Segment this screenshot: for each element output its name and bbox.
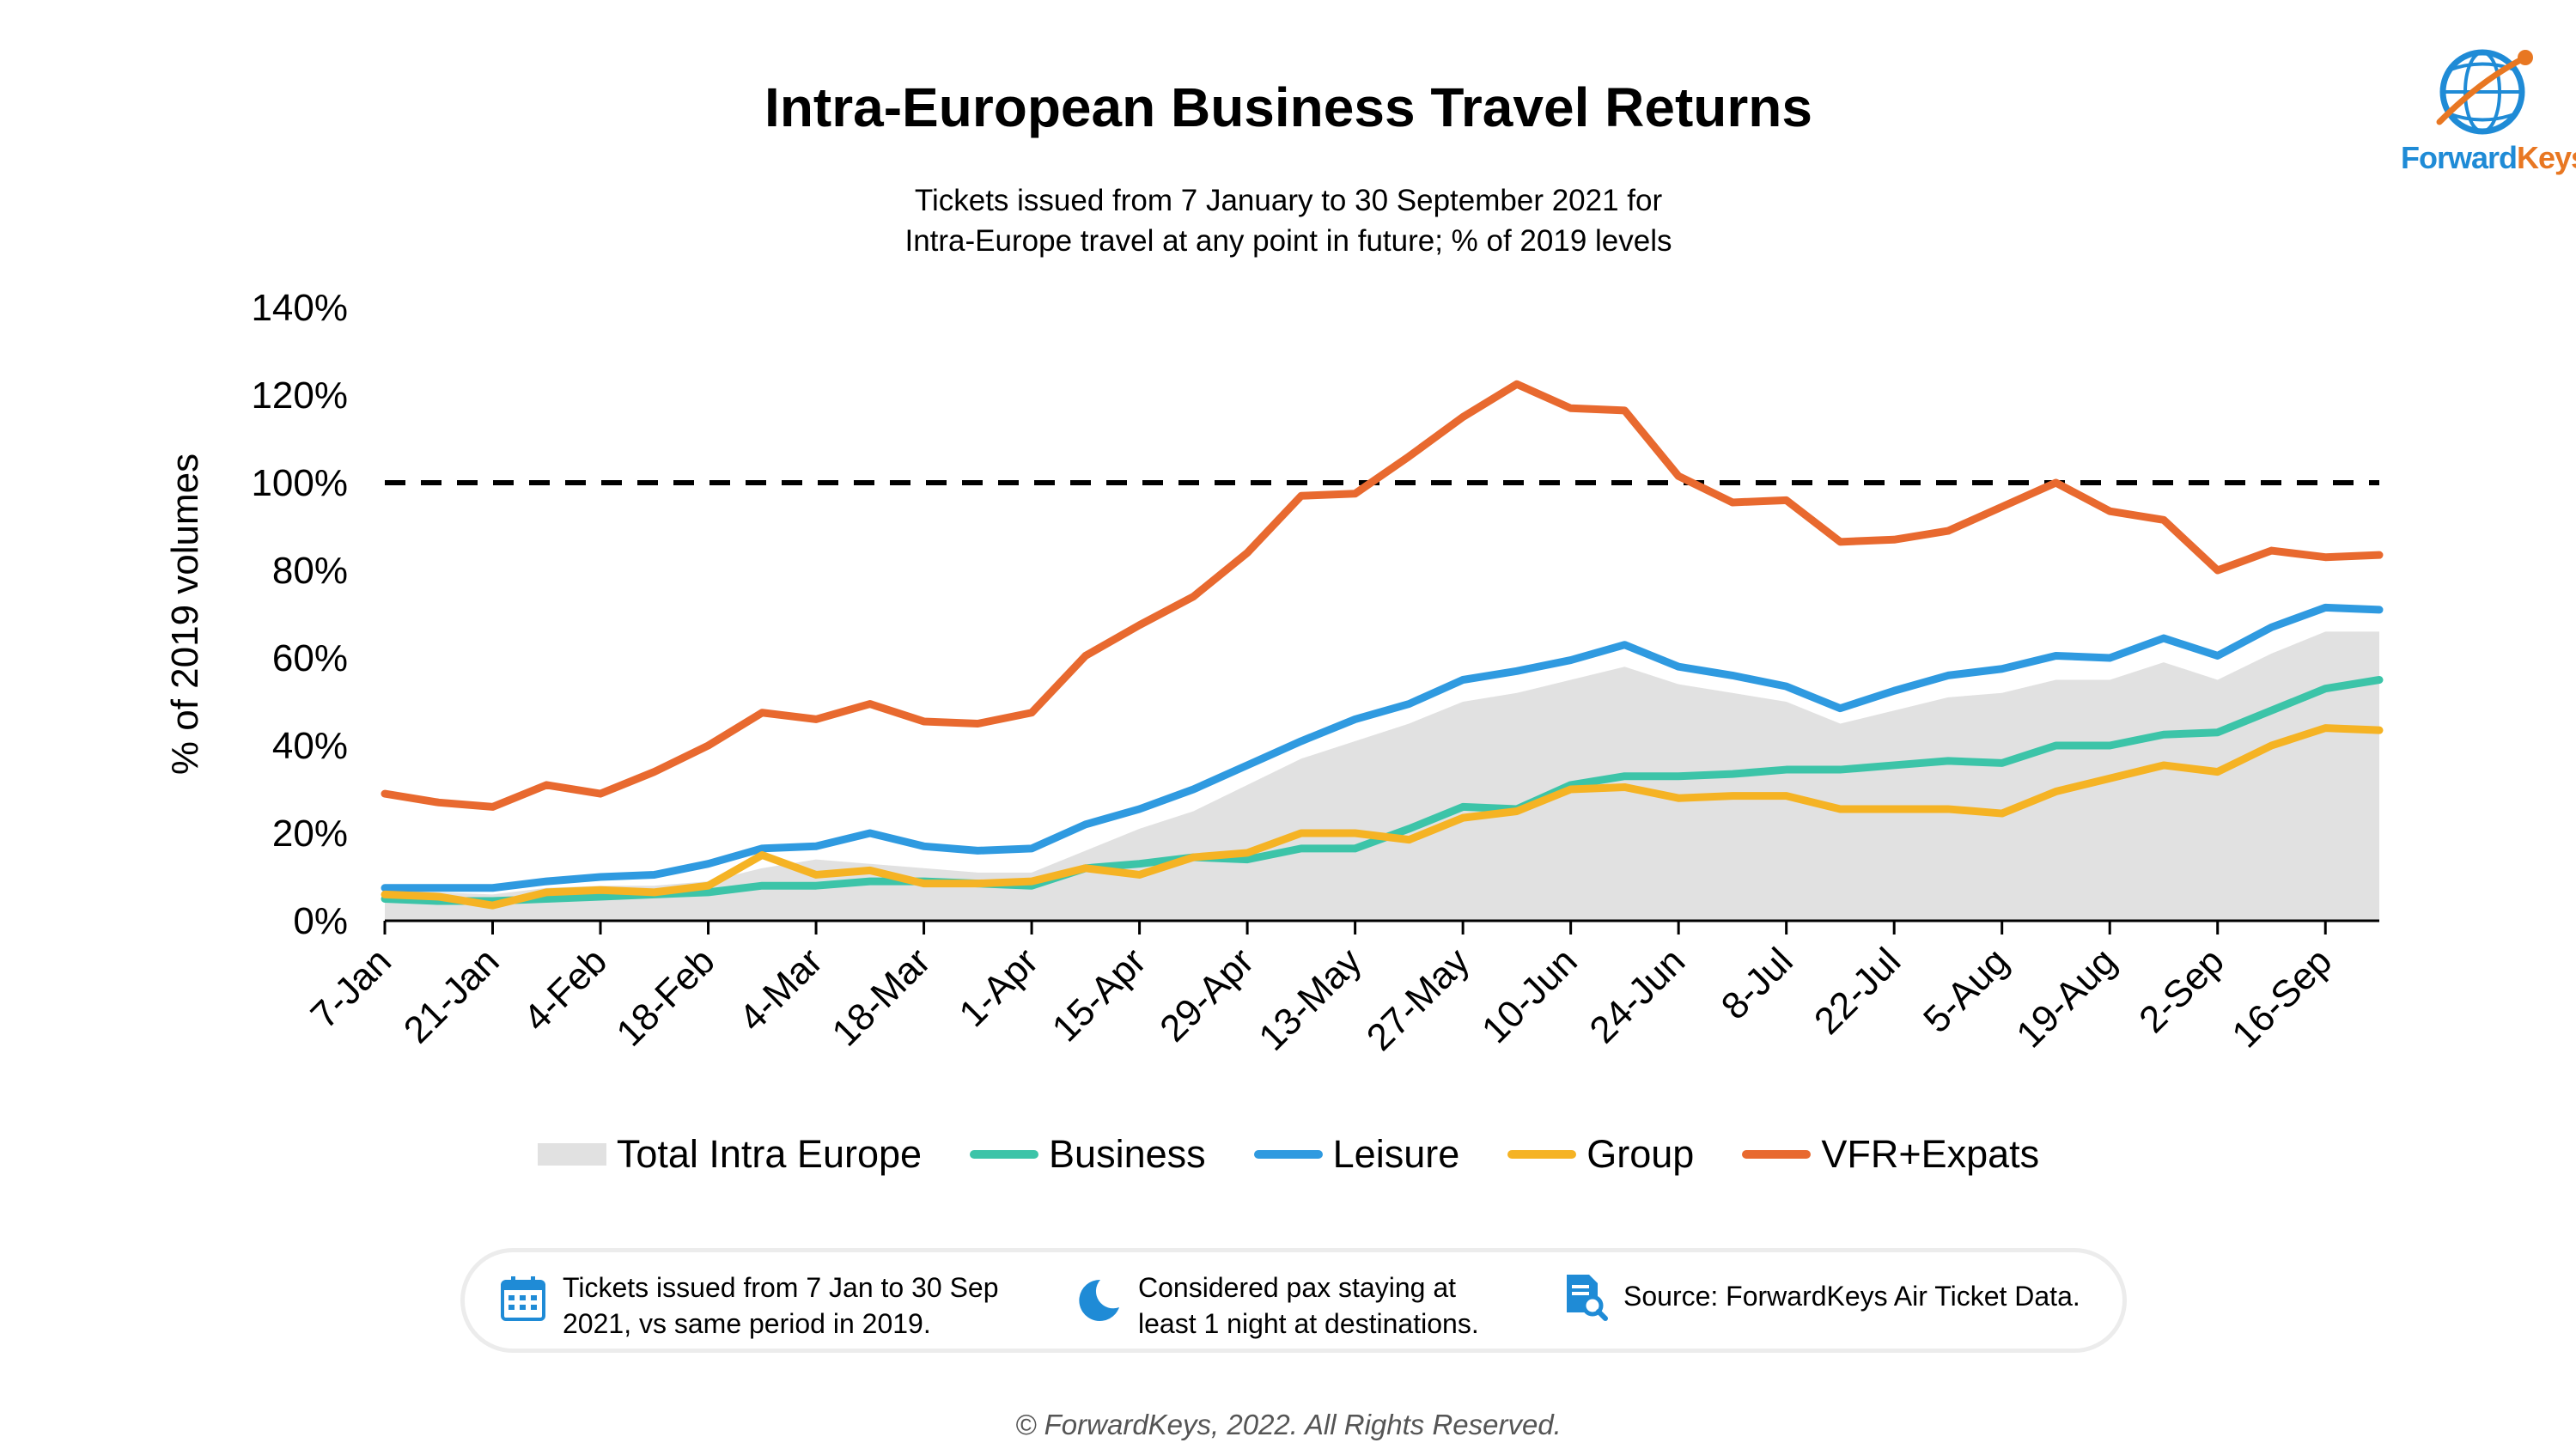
x-tick-label: 18-Mar xyxy=(824,940,938,1054)
document-search-icon xyxy=(1567,1275,1608,1321)
x-tick-label: 4-Mar xyxy=(731,940,831,1039)
x-tick-label: 10-Jun xyxy=(1474,940,1586,1051)
legend-swatch-leisure xyxy=(1253,1150,1323,1159)
info-period-line-2: 2021, vs same period in 2019. xyxy=(563,1308,931,1339)
svg-text:★: ★ xyxy=(1100,1291,1112,1307)
y-tick-label: 80% xyxy=(272,550,348,592)
x-tick-label: 24-Jun xyxy=(1581,940,1693,1051)
chart-legend: Total Intra Europe Business Leisure Grou… xyxy=(0,1132,2576,1177)
subtitle-line-2: Intra-Europe travel at any point in futu… xyxy=(904,224,1672,258)
legend-item-leisure: Leisure xyxy=(1253,1132,1460,1177)
x-tick-label: 4-Feb xyxy=(515,940,615,1039)
x-tick-label: 18-Feb xyxy=(608,940,722,1054)
legend-item-total: Total Intra Europe xyxy=(537,1132,923,1177)
subtitle-line-1: Tickets issued from 7 January to 30 Sept… xyxy=(914,184,1663,217)
y-tick-label: 140% xyxy=(251,287,348,329)
x-tick-label: 1-Apr xyxy=(951,940,1046,1035)
legend-swatch-group xyxy=(1507,1150,1577,1159)
legend-swatch-business xyxy=(970,1150,1039,1159)
series-line-group xyxy=(381,724,2384,910)
x-tick-label: 15-Apr xyxy=(1044,940,1154,1050)
info-item-stay: ★ Considered pax staying at least 1 nigh… xyxy=(1075,1269,1479,1342)
legend-item-group: Group xyxy=(1507,1132,1694,1177)
chart-subtitle: Tickets issued from 7 January to 30 Sept… xyxy=(0,180,2576,261)
info-box: Tickets issued from 7 Jan to 30 Sep 2021… xyxy=(460,1248,2127,1353)
x-tick-label: 8-Jul xyxy=(1714,940,1801,1027)
logo-wordmark: ForwardKeys xyxy=(2401,140,2576,176)
legend-swatch-vfr xyxy=(1742,1150,1812,1159)
chart-title: Intra-European Business Travel Returns xyxy=(764,76,1812,138)
x-tick-label: 19-Aug xyxy=(2008,940,2124,1056)
y-tick-label: 0% xyxy=(293,900,348,942)
legend-swatch-total xyxy=(537,1143,606,1166)
legend-label-vfr: VFR+Expats xyxy=(1821,1132,2040,1176)
legend-item-business: Business xyxy=(970,1132,1206,1177)
legend-item-vfr: VFR+Expats xyxy=(1742,1132,2039,1177)
info-source-text: Source: ForwardKeys Air Ticket Data. xyxy=(1623,1281,2080,1312)
y-tick-label: 60% xyxy=(272,637,348,679)
x-tick-label: 7-Jan xyxy=(303,940,399,1036)
info-stay-line-2: least 1 night at destinations. xyxy=(1138,1308,1479,1339)
x-tick-label: 27-May xyxy=(1359,940,1477,1058)
calendar-icon xyxy=(501,1276,545,1321)
legend-label-leisure: Leisure xyxy=(1332,1132,1460,1176)
logo-text-forward: Forward xyxy=(2401,140,2518,175)
info-item-source: Source: ForwardKeys Air Ticket Data. xyxy=(1560,1275,2080,1321)
y-axis-label: % of 2019 volumes xyxy=(164,454,206,775)
x-tick-label: 13-May xyxy=(1251,940,1369,1058)
series-line-leisure xyxy=(381,603,2384,892)
area-total-intra-europe xyxy=(385,631,2379,921)
legend-label-business: Business xyxy=(1049,1132,1206,1176)
x-tick-label: 16-Sep xyxy=(2224,940,2340,1056)
x-tick-label: 21-Jan xyxy=(396,940,508,1051)
x-tick-label: 29-Apr xyxy=(1152,940,1262,1050)
globe-logo-icon xyxy=(2436,49,2533,135)
legend-label-group: Group xyxy=(1586,1132,1695,1176)
info-period-line-1: Tickets issued from 7 Jan to 30 Sep xyxy=(563,1272,999,1303)
y-tick-label: 40% xyxy=(272,725,348,767)
series-line-vfr-expats xyxy=(381,380,2384,811)
info-stay-line-1: Considered pax staying at xyxy=(1138,1272,1456,1303)
info-item-period: Tickets issued from 7 Jan to 30 Sep 2021… xyxy=(499,1269,999,1342)
x-tick-label: 5-Aug xyxy=(1915,940,2017,1041)
x-tick-label: 2-Sep xyxy=(2131,940,2232,1041)
copyright-footer: © ForwardKeys, 2022. All Rights Reserved… xyxy=(1015,1409,1562,1440)
moon-stars-icon: ★ xyxy=(1079,1279,1119,1321)
y-tick-label: 100% xyxy=(251,462,348,504)
y-tick-label: 120% xyxy=(251,374,348,417)
x-tick-label: 22-Jul xyxy=(1806,940,1909,1042)
legend-label-total: Total Intra Europe xyxy=(616,1132,923,1176)
logo-text-keys: Keys xyxy=(2517,140,2576,175)
y-tick-label: 20% xyxy=(272,813,348,855)
